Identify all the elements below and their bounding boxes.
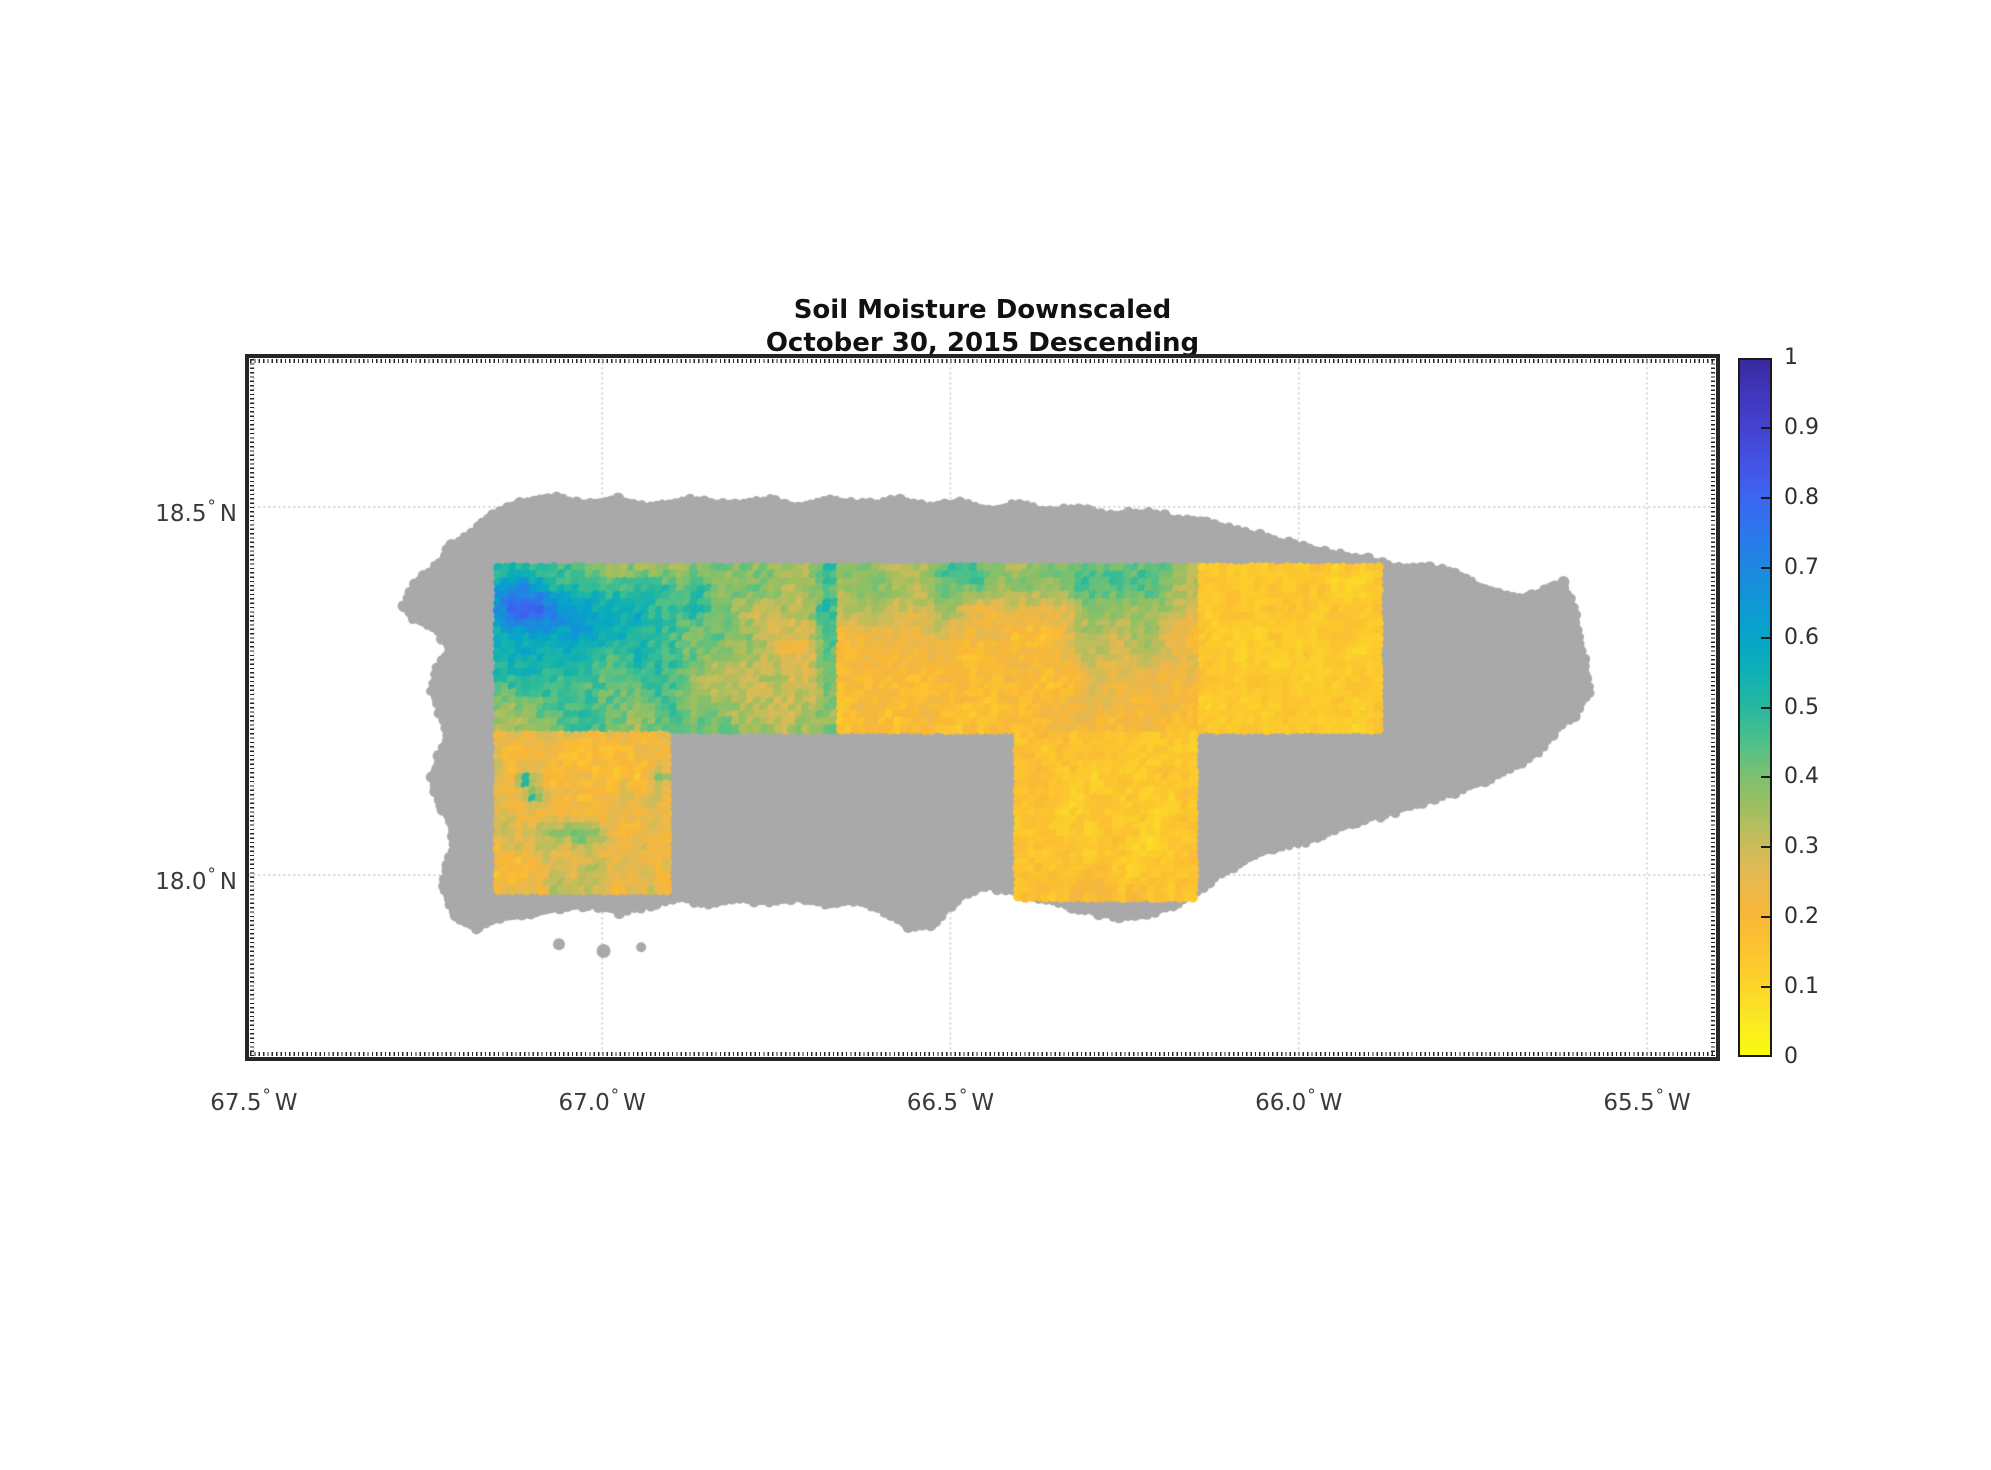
colorbar-tick <box>1761 706 1770 709</box>
colorbar-tick-label: 1 <box>1784 345 1798 370</box>
degree-symbol: ° <box>1307 1086 1316 1105</box>
colorbar-tick-label: 0.1 <box>1784 974 1819 1000</box>
title-line-1: Soil Moisture Downscaled <box>793 295 1172 325</box>
degree-symbol: ° <box>207 496 216 516</box>
degree-symbol: ° <box>207 865 216 885</box>
x-axis-tick-label: 67.5° W <box>210 1086 298 1117</box>
y-axis-tick-label: 18.0° N <box>155 865 237 896</box>
title-line-2: October 30, 2015 Descending <box>765 328 1200 358</box>
colorbar-tick-label: 0.4 <box>1784 764 1819 790</box>
colorbar-tick-label: 0.8 <box>1784 484 1819 510</box>
y-axis-tick-label: 18.5° N <box>155 496 237 527</box>
colorbar-tick <box>1761 496 1770 499</box>
colorbar-tick <box>1761 776 1770 779</box>
colorbar-tick-label: 0.6 <box>1784 624 1819 650</box>
plot-border <box>245 354 1720 1061</box>
colorbar-tick <box>1761 986 1770 989</box>
degree-symbol: ° <box>959 1086 968 1105</box>
degree-symbol: ° <box>262 1086 271 1105</box>
page-title: Soil Moisture Downscaled October 30, 201… <box>249 294 1716 360</box>
colorbar-tick-label: 0.9 <box>1784 414 1819 440</box>
colorbar-tick-label: 0.7 <box>1784 554 1819 580</box>
map-canvas <box>249 358 1716 1057</box>
colorbar-tick <box>1761 426 1770 429</box>
colorbar-tick-label: 0 <box>1784 1044 1798 1069</box>
colorbar-tick-label: 0.2 <box>1784 904 1819 930</box>
colorbar-tick <box>1761 566 1770 569</box>
colorbar-tick-label: 0.3 <box>1784 834 1819 860</box>
colorbar-tick <box>1761 916 1770 919</box>
x-axis-tick-label: 66.0° W <box>1255 1086 1343 1117</box>
colorbar-tick <box>1761 636 1770 639</box>
x-axis-tick-label: 66.5° W <box>906 1086 995 1117</box>
degree-symbol: ° <box>1655 1086 1664 1105</box>
colorbar-tick-label: 0.5 <box>1784 694 1819 720</box>
x-axis-tick-label: 67.0° W <box>558 1086 646 1117</box>
colorbar-tick <box>1761 846 1770 849</box>
degree-symbol: ° <box>610 1086 620 1105</box>
x-axis-tick-label: 65.5° W <box>1603 1086 1691 1117</box>
